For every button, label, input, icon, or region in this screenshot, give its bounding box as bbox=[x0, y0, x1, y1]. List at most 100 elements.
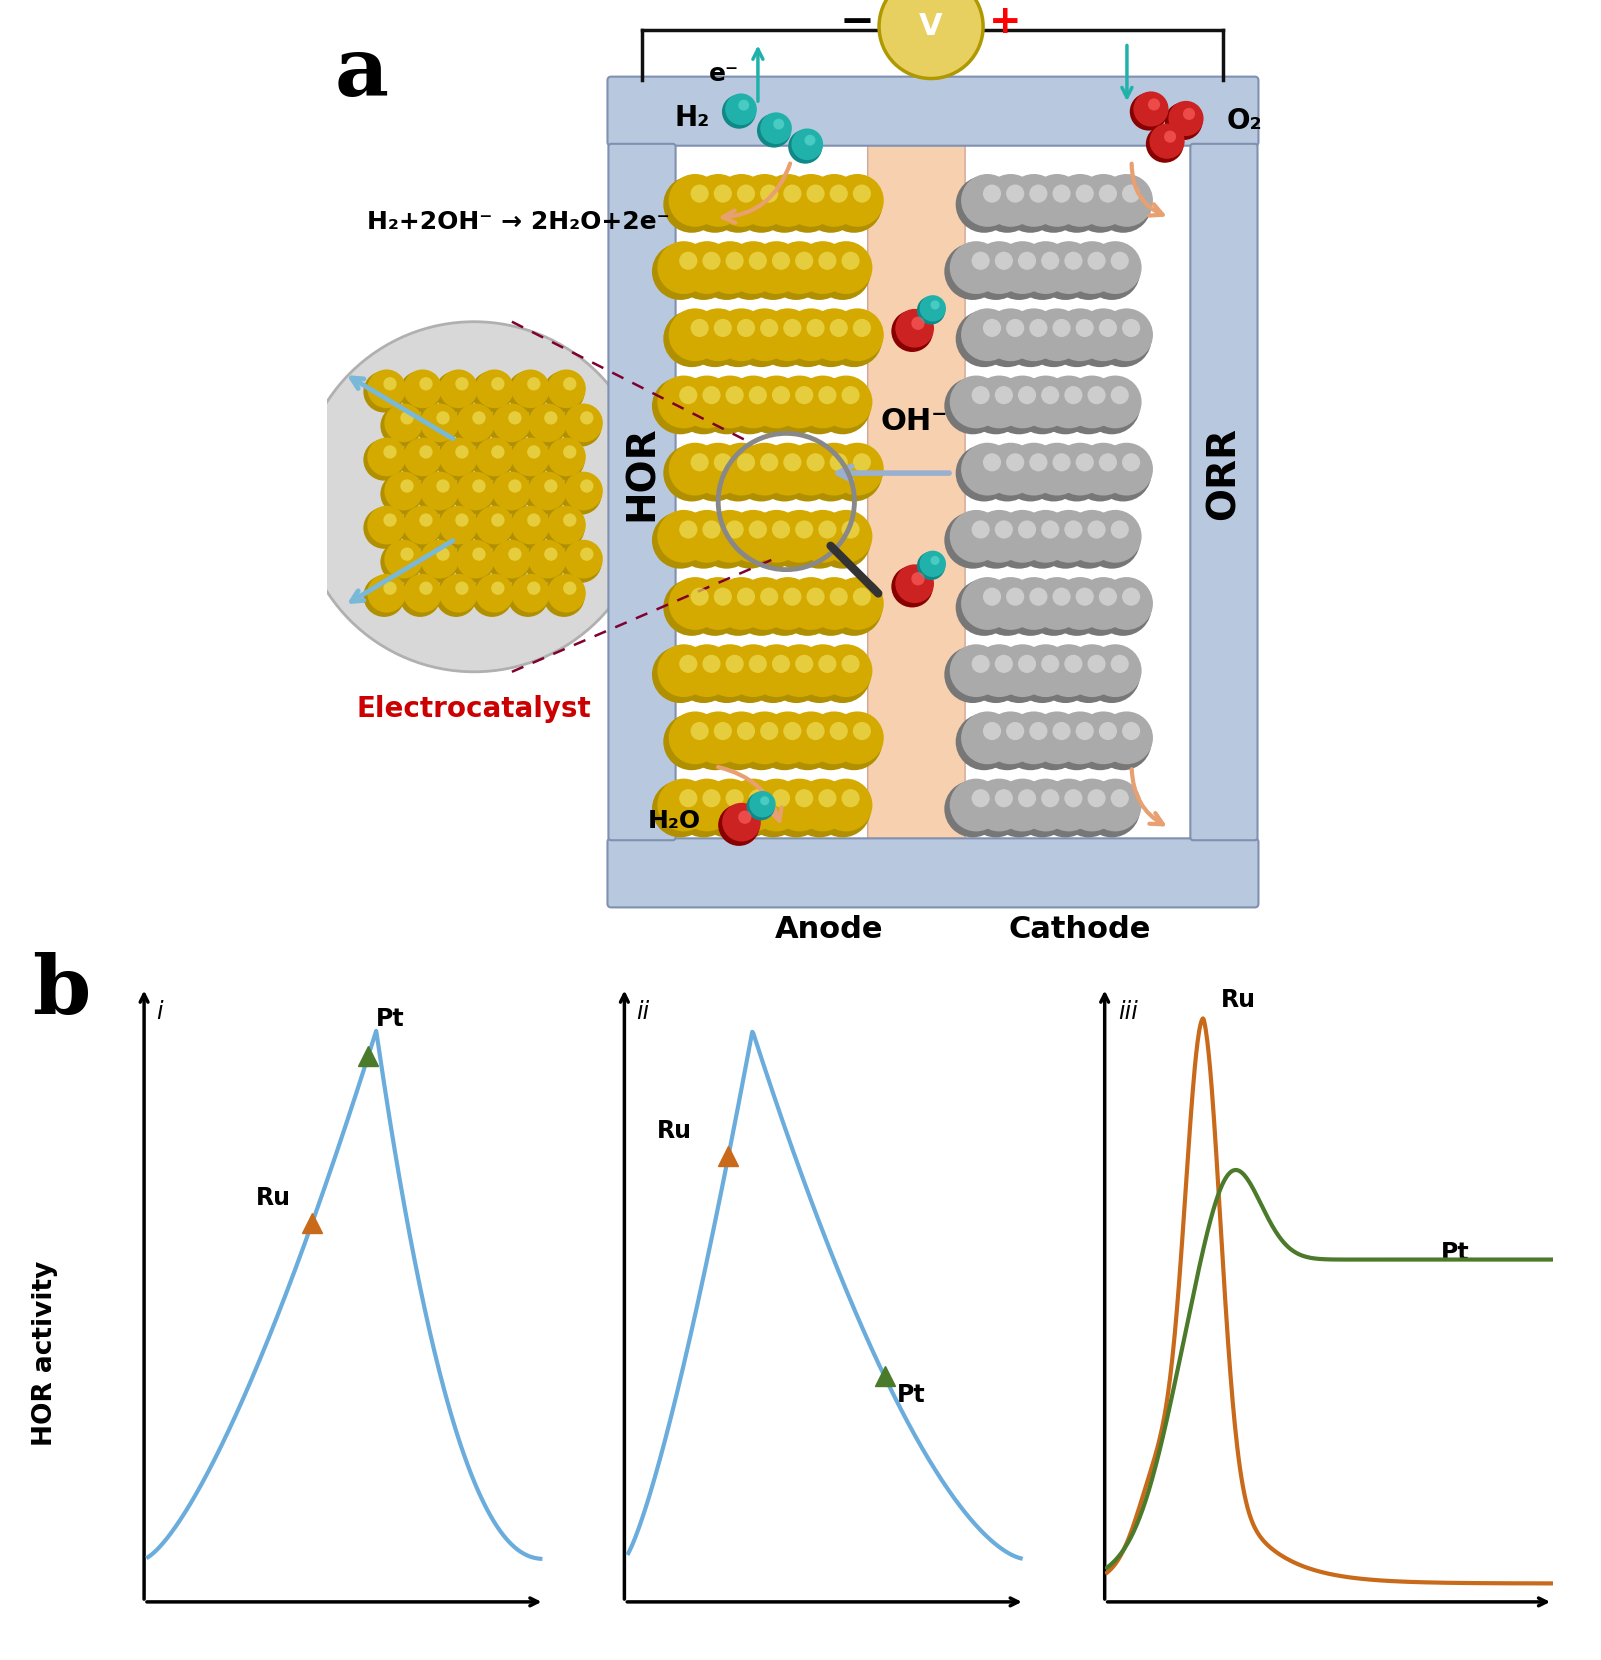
Text: Ru: Ru bbox=[1222, 988, 1255, 1013]
Circle shape bbox=[796, 387, 813, 405]
Circle shape bbox=[1111, 788, 1129, 807]
Text: i: i bbox=[155, 999, 163, 1024]
Circle shape bbox=[809, 309, 861, 362]
Circle shape bbox=[911, 573, 925, 586]
Circle shape bbox=[1049, 310, 1105, 367]
Circle shape bbox=[1002, 310, 1058, 367]
Text: Pt: Pt bbox=[897, 1383, 925, 1406]
Circle shape bbox=[879, 0, 983, 78]
Circle shape bbox=[669, 712, 722, 764]
Circle shape bbox=[1066, 241, 1119, 294]
Circle shape bbox=[1148, 98, 1161, 111]
Circle shape bbox=[829, 319, 849, 337]
Circle shape bbox=[842, 252, 860, 271]
Circle shape bbox=[826, 176, 882, 232]
Circle shape bbox=[736, 453, 756, 471]
Circle shape bbox=[669, 309, 722, 362]
Circle shape bbox=[842, 654, 860, 672]
FancyArrowPatch shape bbox=[722, 163, 791, 222]
Circle shape bbox=[991, 511, 1047, 569]
Circle shape bbox=[419, 581, 432, 594]
Circle shape bbox=[791, 377, 849, 435]
Circle shape bbox=[972, 654, 989, 672]
Circle shape bbox=[1087, 654, 1106, 672]
Circle shape bbox=[829, 722, 849, 740]
Circle shape bbox=[679, 252, 698, 271]
Circle shape bbox=[511, 506, 549, 544]
Circle shape bbox=[1077, 578, 1130, 629]
Circle shape bbox=[704, 241, 757, 294]
Circle shape bbox=[709, 714, 767, 770]
Circle shape bbox=[1042, 779, 1095, 832]
Circle shape bbox=[1084, 780, 1140, 837]
Circle shape bbox=[961, 578, 1013, 629]
Circle shape bbox=[455, 445, 469, 458]
Circle shape bbox=[967, 646, 1025, 704]
Circle shape bbox=[564, 471, 604, 510]
Circle shape bbox=[973, 375, 1026, 428]
Circle shape bbox=[527, 377, 541, 390]
Circle shape bbox=[1031, 443, 1084, 496]
Circle shape bbox=[528, 540, 567, 578]
Circle shape bbox=[736, 184, 756, 203]
Circle shape bbox=[783, 319, 802, 337]
Circle shape bbox=[716, 443, 768, 496]
Circle shape bbox=[784, 443, 837, 496]
Circle shape bbox=[421, 403, 459, 442]
Circle shape bbox=[652, 242, 709, 300]
Circle shape bbox=[676, 780, 732, 837]
Circle shape bbox=[780, 310, 836, 367]
Circle shape bbox=[738, 810, 751, 823]
Circle shape bbox=[524, 473, 565, 515]
Circle shape bbox=[807, 588, 825, 606]
Circle shape bbox=[714, 588, 732, 606]
Circle shape bbox=[744, 377, 802, 435]
Circle shape bbox=[796, 644, 849, 697]
Circle shape bbox=[930, 300, 940, 309]
Circle shape bbox=[1164, 131, 1177, 143]
Circle shape bbox=[403, 370, 442, 408]
Circle shape bbox=[1100, 309, 1153, 362]
Circle shape bbox=[1052, 319, 1071, 337]
Circle shape bbox=[564, 581, 576, 594]
Circle shape bbox=[967, 780, 1025, 837]
Circle shape bbox=[919, 551, 946, 578]
Circle shape bbox=[709, 176, 767, 232]
Circle shape bbox=[1031, 174, 1084, 227]
Circle shape bbox=[299, 322, 648, 672]
Circle shape bbox=[1025, 310, 1082, 367]
Circle shape bbox=[687, 445, 743, 501]
Circle shape bbox=[714, 453, 732, 471]
Circle shape bbox=[1098, 184, 1117, 203]
Circle shape bbox=[1013, 377, 1071, 435]
Circle shape bbox=[983, 319, 1001, 337]
Circle shape bbox=[1089, 510, 1142, 563]
Circle shape bbox=[809, 578, 861, 629]
Circle shape bbox=[1065, 788, 1082, 807]
Circle shape bbox=[853, 184, 871, 203]
Circle shape bbox=[749, 788, 767, 807]
Circle shape bbox=[796, 654, 813, 672]
Circle shape bbox=[826, 714, 882, 770]
Circle shape bbox=[760, 797, 768, 805]
Circle shape bbox=[564, 377, 576, 390]
Circle shape bbox=[698, 780, 756, 837]
Circle shape bbox=[692, 443, 744, 496]
Circle shape bbox=[1037, 646, 1093, 704]
Circle shape bbox=[788, 129, 823, 164]
Circle shape bbox=[527, 581, 541, 594]
Circle shape bbox=[367, 438, 407, 476]
Circle shape bbox=[658, 241, 711, 294]
Text: −: − bbox=[841, 0, 874, 43]
Circle shape bbox=[543, 508, 584, 549]
Text: Pt: Pt bbox=[376, 1008, 405, 1031]
Circle shape bbox=[564, 540, 604, 578]
Circle shape bbox=[363, 508, 405, 549]
Circle shape bbox=[1095, 176, 1151, 232]
Circle shape bbox=[727, 375, 780, 428]
Circle shape bbox=[1089, 779, 1142, 832]
Circle shape bbox=[488, 473, 530, 515]
Circle shape bbox=[1095, 579, 1151, 636]
Circle shape bbox=[564, 445, 576, 458]
Circle shape bbox=[679, 654, 698, 672]
